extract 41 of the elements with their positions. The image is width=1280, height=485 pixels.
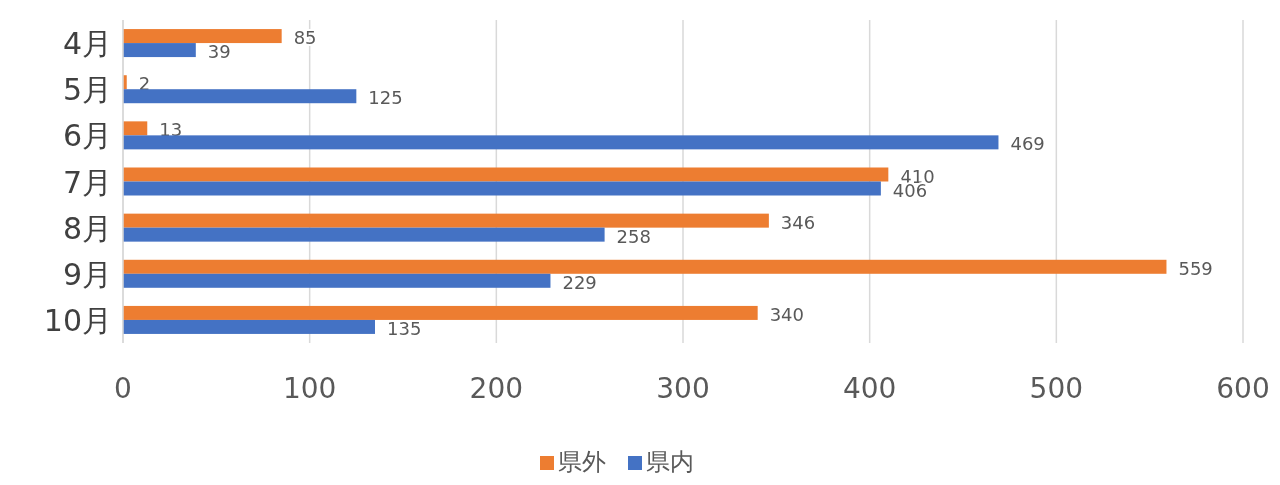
x-tick-label: 300 [656,372,710,405]
x-tick-label: 500 [1029,372,1084,405]
bar [123,305,758,320]
bar [123,259,1167,274]
y-tick-label: 9月 [62,256,112,292]
x-tick-label: 100 [282,372,337,405]
legend-label: 県外 [558,448,606,476]
data-label: 13 [159,119,183,141]
bar [123,319,375,334]
y-tick-label: 10月 [43,302,112,338]
y-tick-label: 8月 [62,210,112,246]
data-label: 229 [562,271,597,293]
data-label: 340 [769,303,805,325]
bar [123,227,605,242]
data-label: 125 [368,87,403,109]
data-label: 258 [616,225,651,247]
bar [123,29,282,44]
bar [123,181,881,196]
x-tick-label: 0 [114,372,132,405]
y-tick-label: 6月 [62,118,112,154]
bar [123,213,769,228]
bar [123,89,357,104]
y-tick-label: 7月 [62,164,112,200]
x-tick-label: 400 [842,372,897,405]
data-label: 135 [387,317,422,339]
data-label: 559 [1178,257,1213,279]
y-tick-label: 5月 [62,72,112,108]
data-label: 2 [138,73,151,95]
data-label: 39 [207,41,231,63]
data-label: 346 [780,211,816,233]
bar [123,167,889,182]
data-label: 469 [1010,133,1045,155]
y-tick-label: 4月 [62,26,112,62]
bar [123,121,148,136]
x-tick-label: 600 [1216,372,1270,405]
x-tick-label: 200 [469,372,524,405]
bar [123,43,196,58]
data-label: 85 [293,27,317,49]
bar [123,135,999,150]
legend-label: 県内 [646,448,694,476]
bar [123,273,551,288]
